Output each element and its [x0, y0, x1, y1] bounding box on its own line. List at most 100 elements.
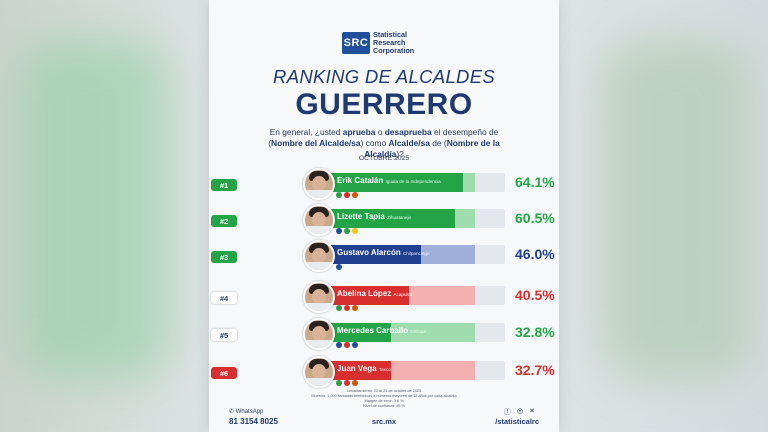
logo-line-3: Corporation [373, 46, 415, 55]
candidate-name-text: Juan Vega [337, 364, 377, 373]
fine-4: Nivel de confianza: 95 % [363, 404, 405, 408]
candidate-name-text: Erik Catalán [337, 176, 384, 185]
candidate-name: Juan Vega Taxco [337, 364, 391, 373]
q-role: Alcalde/sa [388, 138, 430, 148]
q-part5: ) como [360, 138, 389, 148]
approval-percentage: 60.5% [515, 210, 555, 226]
ranking-row: #1 Erik Catalán Iguala de la Independenci… [211, 168, 555, 200]
src-logo: SRC Statistical Research Corporation [342, 31, 414, 55]
party-logo-icon [352, 228, 358, 234]
whatsapp-text: WhatsApp [235, 409, 264, 415]
approval-bar-fill [315, 209, 455, 228]
candidate-photo [303, 204, 335, 236]
q-part4: ( [268, 138, 272, 148]
approval-bar [315, 323, 505, 342]
logo-line-2: Research [373, 38, 406, 47]
q-approve: aprueba [342, 127, 376, 137]
party-logo-icon [352, 342, 358, 348]
candidate-photo [303, 356, 335, 388]
website-link[interactable]: src.mx [371, 417, 397, 426]
q-disapprove: desaprueba [384, 127, 432, 137]
logo-mark: SRC [342, 32, 370, 54]
approval-bar [315, 245, 505, 264]
approval-bar [315, 286, 505, 305]
candidate-city: Iguala de la Independencia [385, 179, 441, 184]
period-label: OCTUBRE 2025 [358, 155, 410, 162]
rank-badge: #3 [211, 251, 237, 263]
q-part7: )? [396, 149, 404, 159]
candidate-name-text: Mercedes Carballo [337, 326, 409, 335]
approval-bar [315, 173, 505, 192]
approval-bar-fill-light [390, 361, 475, 380]
rank-badge: #4 [211, 292, 237, 304]
candidate-name: Abelina López Acapulco [337, 289, 412, 298]
candidate-name-text: Gustavo Alarcón [337, 248, 401, 257]
party-icons [336, 192, 358, 198]
rank-badge: #2 [211, 215, 237, 227]
methodology-note: Levantamiento: 22 al 24 de octubre de 20… [209, 389, 559, 409]
fine-2: Muestra: 1,000 llamadas telefónicas a nú… [311, 394, 457, 398]
approval-bar-fill [315, 173, 464, 192]
background-blur-left [20, 40, 170, 380]
approval-percentage: 64.1% [515, 174, 555, 190]
q-name-alcalde: Nombre del Alcalde/sa [271, 138, 361, 148]
x-icon[interactable]: ✕ [529, 408, 535, 415]
instagram-icon[interactable]: ◎ [517, 408, 524, 415]
background-blur-right [600, 40, 750, 380]
q-part1: En general, ¿usted [269, 127, 343, 137]
party-logo-icon [344, 305, 350, 311]
ranking-row: #6 Juan Vega Taxco 32.7% [211, 356, 555, 388]
party-logo-icon [344, 192, 350, 198]
facebook-icon[interactable]: ⓕ [504, 409, 512, 416]
survey-question: En general, ¿usted aprueba o desaprueba … [249, 127, 519, 160]
party-logo-icon [336, 228, 342, 234]
whatsapp-label: ✆ WhatsApp [229, 408, 263, 415]
party-logo-icon [336, 305, 342, 311]
approval-percentage: 40.5% [515, 287, 555, 303]
rank-badge: #5 [211, 329, 237, 341]
title-ranking: RANKING DE ALCALDES [273, 66, 495, 87]
ranking-poster: SRC Statistical Research Corporation RAN… [209, 0, 559, 432]
whatsapp-number[interactable]: 81 3154 8025 [229, 417, 278, 426]
whatsapp-icon: ✆ [229, 409, 236, 415]
candidate-name: Lizette Tapia Zihuatanejo [337, 212, 411, 221]
q-part2: o [375, 127, 385, 137]
approval-bar-fill [315, 245, 422, 264]
candidate-name-text: Abelina López [337, 289, 392, 298]
candidate-city: Acapulco [393, 292, 413, 297]
approval-percentage: 32.8% [515, 324, 555, 340]
approval-percentage: 46.0% [515, 246, 555, 262]
approval-bar-fill-light [390, 323, 475, 342]
approval-bar-fill-light [454, 209, 475, 228]
rank-badge: #1 [211, 179, 237, 191]
candidate-city: Chilapa [410, 329, 426, 334]
candidate-city: Chilpancingo [402, 251, 430, 256]
approval-bar [315, 209, 505, 228]
approval-bar-fill-light [408, 286, 475, 305]
party-logo-icon [352, 305, 358, 311]
q-part3: el desempeño de [431, 127, 499, 137]
candidate-city: Zihuatanejo [387, 215, 412, 220]
party-logo-icon [336, 192, 342, 198]
fine-1: Levantamiento: 22 al 24 de octubre de 20… [346, 389, 422, 393]
ranking-row: #5 Mercedes Carballo Chilapa 32.8% [211, 318, 555, 350]
party-logo-icon [352, 192, 358, 198]
rank-badge: #6 [211, 367, 237, 379]
party-logo-icon [336, 380, 342, 386]
party-icons [336, 380, 358, 386]
party-icons [336, 342, 358, 348]
party-logo-icon [336, 264, 342, 270]
candidate-photo [303, 318, 335, 350]
ranking-row: #2 Lizette Tapia Zihuatanejo 60.5% [211, 204, 555, 236]
candidate-photo [303, 281, 335, 313]
party-logo-icon [344, 380, 350, 386]
candidate-name: Gustavo Alarcón Chilpancingo [337, 248, 430, 257]
party-logo-icon [344, 342, 350, 348]
q-name-alcaldia: Nombre de la Alcaldía [364, 138, 500, 159]
candidate-city: Taxco [378, 367, 391, 372]
ranking-row: #4 Abelina López Acapulco 40.5% [211, 281, 555, 313]
approval-percentage: 32.7% [515, 362, 555, 378]
candidate-name: Mercedes Carballo Chilapa [337, 326, 426, 335]
fine-3: Margen de error: 3.6 % [364, 399, 404, 403]
social-handle[interactable]: /statisticalrc [495, 417, 539, 426]
